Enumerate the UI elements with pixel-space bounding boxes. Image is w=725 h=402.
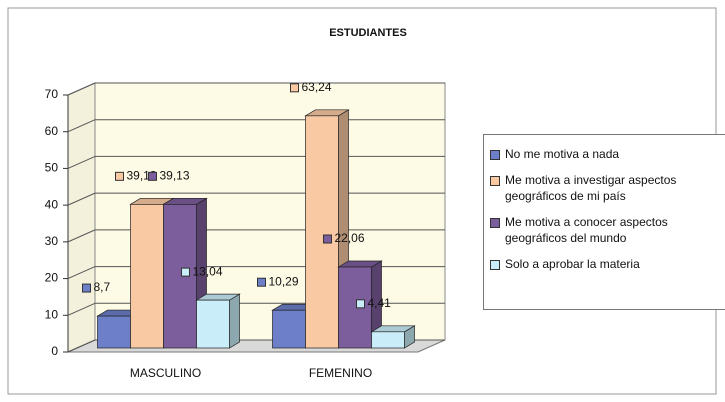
bar-side	[229, 293, 240, 349]
grid-line	[67, 192, 96, 206]
bar	[272, 309, 306, 349]
data-label: 63,24	[302, 80, 332, 94]
grid-line	[67, 229, 96, 243]
legend-item: No me motiva a nada	[490, 146, 725, 162]
grid-line	[67, 119, 96, 133]
grid-line	[67, 266, 96, 280]
data-label: 13,04	[193, 264, 223, 278]
y-tick-label: 60	[45, 124, 59, 138]
bar	[130, 203, 164, 349]
y-tick-label: 40	[45, 197, 59, 211]
chart-title: ESTUDIANTES	[329, 27, 407, 39]
y-tick-label: 30	[45, 234, 59, 248]
grid-line	[67, 302, 96, 316]
bar	[196, 299, 230, 349]
side-wall	[67, 82, 96, 353]
legend-label: No me motiva a nada	[505, 147, 620, 161]
grid-line	[67, 82, 96, 96]
bar	[338, 266, 372, 349]
legend-key	[490, 176, 500, 186]
y-tick-label: 20	[45, 271, 59, 285]
legend-item: Me motiva a conocer aspectos geográficos…	[490, 214, 725, 246]
legend-key	[490, 260, 500, 270]
bar	[97, 315, 131, 349]
data-label-key	[115, 171, 124, 181]
bar	[305, 115, 339, 349]
legend-label: Me motiva a conocer aspectos geográficos…	[505, 215, 668, 245]
data-label-key	[290, 83, 299, 93]
legend-key	[490, 218, 500, 228]
data-label: 22,06	[335, 231, 365, 245]
grid-line	[67, 339, 96, 353]
legend: No me motiva a nada Me motiva a investiga…	[483, 134, 725, 310]
grid-line	[67, 155, 96, 169]
legend-item: Solo a aprobar la materia	[490, 256, 725, 272]
data-label-key	[148, 171, 157, 181]
data-label: 10,29	[269, 274, 299, 288]
legend-item: Me motiva a investigar aspectos geográfi…	[490, 172, 725, 204]
y-tick-label: 0	[51, 344, 58, 358]
y-tick-label: 70	[45, 87, 59, 101]
legend-key	[490, 150, 500, 160]
legend-label: Solo a aprobar la materia	[505, 257, 640, 271]
bar	[163, 203, 197, 349]
y-tick-label: 10	[45, 307, 59, 321]
data-label-key	[82, 283, 91, 293]
data-label: 8,7	[94, 280, 111, 294]
data-label: 4,41	[368, 296, 392, 310]
x-tick-label: FEMENINO	[309, 366, 372, 380]
data-label-key	[323, 234, 332, 244]
data-label-key	[257, 277, 266, 287]
data-label: 39,13	[160, 169, 190, 183]
y-tick-label: 50	[45, 161, 59, 175]
bar	[371, 331, 405, 349]
legend-label: Me motiva a investigar aspectos geográfi…	[505, 173, 677, 203]
data-label-key	[181, 267, 190, 277]
x-tick-label: MASCULINO	[130, 366, 201, 380]
data-label-key	[356, 299, 365, 309]
